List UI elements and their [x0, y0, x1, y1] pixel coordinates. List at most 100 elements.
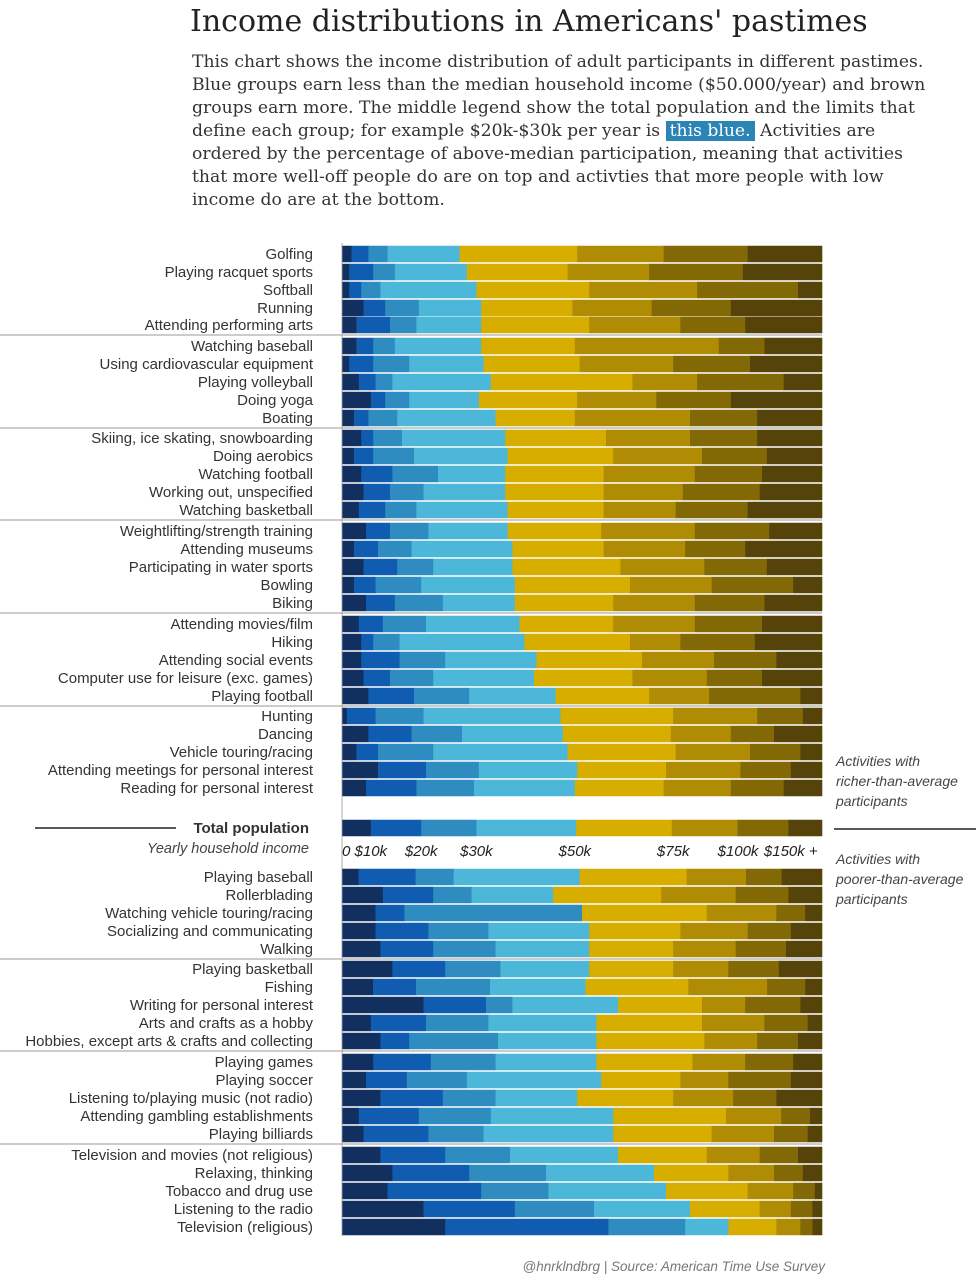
bar-bowling-segment-5 [514, 576, 631, 594]
bar-doing-aerobics-segment-2 [354, 447, 374, 465]
bar-rollerblading-segment-4 [471, 886, 554, 904]
bar-rollerblading-segment-6 [661, 886, 736, 904]
bar-attending-museums-segment-2 [354, 540, 379, 558]
bar-playing-baseball-segment-7 [745, 868, 782, 886]
bar-reading-for-personal-interest-segment-6 [663, 779, 732, 797]
bar-hiking-segment-2 [361, 633, 374, 651]
row-label-biking: Biking [272, 595, 313, 612]
bar-playing-racquet-sports-segment-8 [742, 263, 823, 281]
bar-rollerblading-segment-2 [382, 886, 434, 904]
bar-watching-vehicle-touring-racing-segment-2 [375, 904, 405, 922]
bar-rollerblading-segment-1 [342, 886, 384, 904]
bar-playing-baseball-segment-3 [415, 868, 454, 886]
bar-golfing-segment-6 [577, 245, 664, 263]
bar-doing-yoga-segment-4 [409, 391, 480, 409]
bar-hiking-segment-7 [680, 633, 756, 651]
bar-arts-and-crafts-as-a-hobby-segment-8 [807, 1014, 823, 1032]
row-label-socializing-and-communicating: Socializing and communicating [107, 923, 313, 940]
bar-skiing-ice-skating-snowboarding-segment-4 [402, 429, 506, 447]
bar-playing-baseball-segment-5 [579, 868, 687, 886]
bar-playing-basketball-segment-5 [589, 960, 674, 978]
bar-attending-meetings-for-personal-interest-segment-7 [740, 761, 792, 779]
bar-computer-use-for-leisure-exc-games-segment-7 [706, 669, 763, 687]
row-label-boating: Boating [262, 410, 313, 427]
row-label-writing-for-personal-interest: Writing for personal interest [130, 997, 314, 1014]
bar-working-out-unspecified-segment-5 [505, 483, 604, 501]
bar-attending-movies-film-segment-7 [694, 615, 763, 633]
bar-golfing-segment-4 [387, 245, 460, 263]
bar-doing-yoga-segment-8 [730, 391, 823, 409]
bar-walking-segment-6 [673, 940, 736, 958]
bar-fishing-segment-4 [490, 978, 586, 996]
bar-weightlifting-strength-training-segment-8 [769, 522, 823, 540]
bar-vehicle-touring-racing-segment-7 [750, 743, 801, 761]
row-label-playing-baseball: Playing baseball [204, 869, 313, 886]
bar-attending-gambling-establishments-segment-6 [726, 1107, 782, 1125]
row-label-walking: Walking [260, 941, 313, 958]
bar-dancing-segment-4 [462, 725, 564, 743]
row-label-watching-football: Watching football [198, 466, 313, 483]
bar-attending-meetings-for-personal-interest-segment-6 [666, 761, 741, 779]
bar-doing-aerobics-segment-6 [613, 447, 703, 465]
bar-hobbies-except-arts-crafts-and-collecting-segment-3 [409, 1032, 499, 1050]
bar-attending-gambling-establishments-segment-3 [418, 1107, 492, 1125]
bar-playing-basketball-segment-6 [673, 960, 729, 978]
subtitle-text-end: Activities are ordered by the percentage… [192, 121, 903, 210]
bar-fishing-segment-6 [688, 978, 768, 996]
bar-playing-games-segment-8 [793, 1053, 823, 1071]
bar-television-religious-segment-1 [342, 1218, 446, 1236]
bar-attending-performing-arts-segment-7 [680, 316, 746, 334]
bar-using-cardiovascular-equipment-segment-4 [409, 355, 484, 373]
bar-vehicle-touring-racing-segment-3 [378, 743, 434, 761]
bar-television-and-movies-not-religious-segment-8 [798, 1146, 823, 1164]
bar-relaxing-thinking-segment-1 [342, 1164, 393, 1182]
bar-vehicle-touring-racing-segment-8 [800, 743, 823, 761]
row-label-skiing-ice-skating-snowboarding: Skiing, ice skating, snowboarding [91, 430, 313, 447]
total-population-label: Total population [193, 820, 309, 837]
bar-attending-performing-arts-segment-6 [589, 316, 681, 334]
bar-computer-use-for-leisure-exc-games-segment-2 [363, 669, 391, 687]
bar-tobacco-and-drug-use-segment-2 [387, 1182, 482, 1200]
bar-watching-football-segment-6 [603, 465, 696, 483]
bar-reading-for-personal-interest-segment-7 [730, 779, 784, 797]
bar-vehicle-touring-racing-segment-2 [356, 743, 379, 761]
row-label-attending-movies-film: Attending movies/film [170, 616, 313, 633]
bar-attending-meetings-for-personal-interest-segment-1 [342, 761, 379, 779]
bar-relaxing-thinking-segment-6 [728, 1164, 775, 1182]
bar-playing-soccer-segment-7 [728, 1071, 792, 1089]
bar-vehicle-touring-racing-segment-5 [567, 743, 676, 761]
bar-participating-in-water-sports-segment-2 [363, 558, 398, 576]
bar-tobacco-and-drug-use-segment-5 [666, 1182, 748, 1200]
bar-tobacco-and-drug-use-segment-1 [342, 1182, 388, 1200]
bar-doing-aerobics-segment-4 [414, 447, 508, 465]
bar-playing-football-segment-1 [342, 687, 369, 705]
bar-playing-racquet-sports-segment-3 [373, 263, 396, 281]
bar-weightlifting-strength-training-segment-7 [694, 522, 770, 540]
bar-reading-for-personal-interest-segment-4 [474, 779, 576, 797]
bar-attending-museums-segment-6 [603, 540, 686, 558]
bar-watching-vehicle-touring-racing-segment-8 [805, 904, 823, 922]
bar-hunting-segment-6 [673, 707, 758, 725]
bar-attending-movies-film-segment-2 [358, 615, 384, 633]
bar-total-population-segment-5 [576, 819, 673, 837]
bar-relaxing-thinking-segment-8 [802, 1164, 823, 1182]
bar-playing-soccer-segment-6 [680, 1071, 729, 1089]
bar-writing-for-personal-interest-segment-3 [486, 996, 513, 1014]
bar-watching-basketball-segment-3 [385, 501, 417, 519]
bar-attending-gambling-establishments-segment-5 [613, 1107, 727, 1125]
bar-relaxing-thinking-segment-7 [774, 1164, 804, 1182]
row-label-hiking: Hiking [271, 634, 313, 651]
bar-walking-segment-5 [589, 940, 674, 958]
bar-playing-billiards-segment-6 [711, 1125, 775, 1143]
bar-participating-in-water-sports-segment-7 [704, 558, 768, 576]
bar-skiing-ice-skating-snowboarding-segment-1 [342, 429, 362, 447]
bar-biking-segment-5 [514, 594, 614, 612]
row-label-participating-in-water-sports: Participating in water sports [129, 559, 313, 576]
bar-playing-games-segment-4 [495, 1053, 597, 1071]
bar-relaxing-thinking-segment-4 [546, 1164, 655, 1182]
bar-playing-racquet-sports-segment-7 [649, 263, 744, 281]
bar-playing-football-segment-5 [555, 687, 650, 705]
bar-skiing-ice-skating-snowboarding-segment-6 [606, 429, 691, 447]
bar-skiing-ice-skating-snowboarding-segment-8 [757, 429, 823, 447]
bar-tobacco-and-drug-use-segment-7 [793, 1182, 816, 1200]
